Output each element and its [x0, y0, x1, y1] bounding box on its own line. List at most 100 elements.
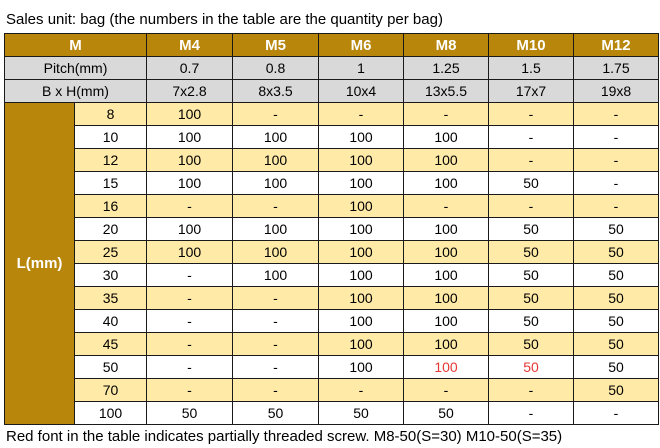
size-header: M8	[403, 33, 489, 57]
pitch-value: 1.25	[403, 56, 489, 80]
pitch-value: 0.7	[146, 56, 233, 80]
quantity-cell: 50	[573, 286, 659, 310]
quantity-cell: 50	[573, 263, 659, 287]
quantity-cell: 100	[403, 240, 489, 264]
quantity-cell: 100	[146, 125, 233, 149]
quantity-cell: -	[403, 102, 489, 126]
quantity-cell: -	[232, 286, 319, 310]
quantity-cell: 50	[488, 217, 574, 241]
quantity-cell: -	[232, 309, 319, 333]
header-row: M M4 M5 M6 M8 M10 M12	[4, 33, 659, 57]
length-value: 20	[74, 217, 147, 241]
quantity-cell: 100	[403, 217, 489, 241]
footnote: Red font in the table indicates partiall…	[6, 428, 563, 445]
quantity-cell: 100	[403, 171, 489, 195]
quantity-cell: 100	[318, 332, 404, 356]
quantity-cell: 100	[318, 194, 404, 218]
length-value: 30	[74, 263, 147, 287]
pitch-value: 1	[318, 56, 404, 80]
quantity-cell: 100	[318, 309, 404, 333]
table-row: 100 50 50 50 50- -	[5, 401, 659, 425]
quantity-cell: -	[232, 102, 319, 126]
quantity-cell: 50	[573, 355, 659, 379]
quantity-cell: 50	[488, 355, 574, 379]
bxh-value: 13x5.5	[403, 79, 489, 103]
bxh-value: 7x2.8	[146, 79, 233, 103]
quantity-cell: -	[146, 378, 233, 402]
quantity-cell: -	[488, 148, 574, 172]
quantity-cell: -	[573, 401, 659, 425]
table-row: 15 100 100 100 100 50-	[5, 171, 659, 195]
table-row: 45- -100 100 50 50	[5, 332, 659, 356]
table-caption: Sales unit: bag (the numbers in the tabl…	[6, 11, 443, 28]
size-header: M6	[318, 33, 404, 57]
length-value: 40	[74, 309, 147, 333]
quantity-cell: 100	[318, 217, 404, 241]
quantity-cell: 100	[318, 355, 404, 379]
length-value: 50	[74, 355, 147, 379]
size-header: M5	[232, 33, 319, 57]
table-row: 40- -100 100 50 50	[5, 309, 659, 333]
quantity-cell: 100	[403, 148, 489, 172]
quantity-cell: 50	[488, 263, 574, 287]
quantity-cell: -	[146, 332, 233, 356]
quantity-cell: 100	[232, 125, 319, 149]
quantity-cell: 50	[488, 240, 574, 264]
quantity-cell: 100	[403, 125, 489, 149]
quantity-cell: -	[232, 355, 319, 379]
table-row: 10 100 100 100 100- -	[5, 125, 659, 149]
length-value: 12	[74, 148, 147, 172]
table-row: 20 100 100 100 100 50 50	[5, 217, 659, 241]
length-value: 16	[74, 194, 147, 218]
quantity-cell: -	[318, 378, 404, 402]
length-axis-label: L(mm)	[4, 102, 75, 425]
quantity-cell: 50	[318, 401, 404, 425]
bxh-value: 17x7	[488, 79, 574, 103]
size-header: M4	[146, 33, 233, 57]
quantity-cell: -	[232, 378, 319, 402]
quantity-cell: -	[488, 125, 574, 149]
quantity-cell: 100	[403, 309, 489, 333]
quantity-cell: -	[146, 263, 233, 287]
quantity-cell: -	[573, 102, 659, 126]
quantity-cell: 100	[318, 125, 404, 149]
quantity-cell: 100	[232, 240, 319, 264]
quantity-cell: 50	[488, 309, 574, 333]
table-row: 12 100 100 100 100- -	[5, 148, 659, 172]
quantity-cell: 100	[318, 148, 404, 172]
quantity-cell: 50	[232, 401, 319, 425]
table-row: 70- - - - -50	[5, 378, 659, 402]
pitch-value: 0.8	[232, 56, 319, 80]
quantity-cell: -	[146, 309, 233, 333]
quantity-cell: 100	[318, 286, 404, 310]
length-value: 35	[74, 286, 147, 310]
quantity-cell: 50	[146, 401, 233, 425]
quantity-cell: -	[403, 378, 489, 402]
quantity-cell: 100	[232, 171, 319, 195]
quantity-cell: 100	[318, 171, 404, 195]
quantity-cell: 50	[573, 332, 659, 356]
pitch-row: Pitch(mm) 0.7 0.8 1 1.25 1.5 1.75	[4, 56, 659, 80]
quantity-cell: 100	[146, 217, 233, 241]
table-row: 35- -100 100 50 50	[5, 286, 659, 310]
length-value: 100	[74, 401, 147, 425]
quantity-cell: -	[488, 378, 574, 402]
quantity-cell: 100	[146, 171, 233, 195]
quantity-cell: 100	[318, 263, 404, 287]
length-value: 70	[74, 378, 147, 402]
size-header: M12	[573, 33, 659, 57]
quantity-cell: -	[488, 401, 574, 425]
quantity-cell: -	[146, 194, 233, 218]
m-header: M	[4, 33, 147, 57]
quantity-cell: 50	[573, 378, 659, 402]
table-row: L(mm) 8 100- - - - -	[4, 102, 659, 425]
quantity-cell: 50	[573, 240, 659, 264]
quantity-cell: -	[573, 148, 659, 172]
length-value: 8	[74, 102, 147, 126]
quantity-cell: 100	[232, 148, 319, 172]
table-row: 30-100 100 100 50 50	[5, 263, 659, 287]
quantity-cell: -	[232, 194, 319, 218]
quantity-cell: 50	[488, 286, 574, 310]
quantity-cell: 100	[403, 263, 489, 287]
quantity-cell: 100	[232, 263, 319, 287]
